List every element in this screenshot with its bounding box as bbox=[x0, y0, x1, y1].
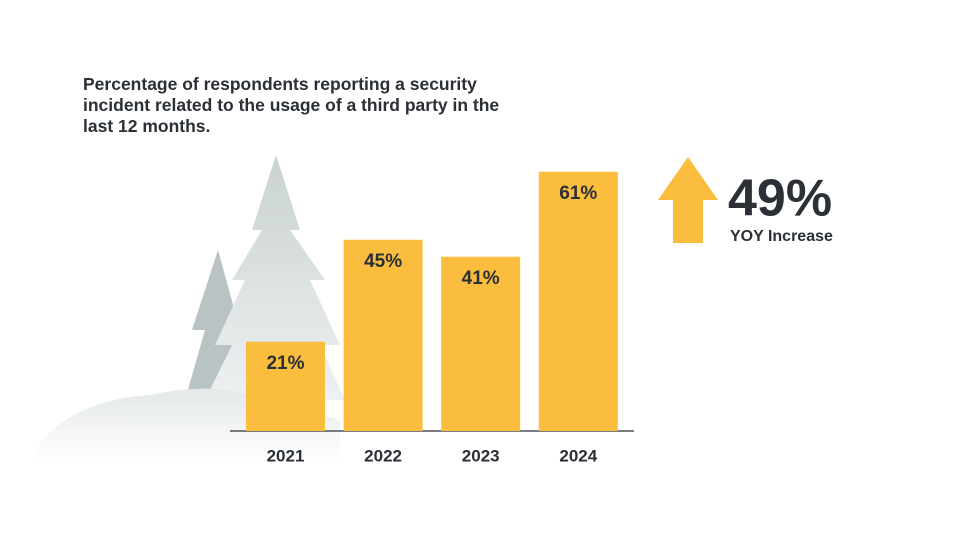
chart-title: Percentage of respondents reporting a se… bbox=[83, 74, 500, 136]
bar bbox=[246, 341, 325, 431]
annotation-text: YOY Increase bbox=[730, 228, 833, 245]
bar bbox=[538, 171, 618, 431]
x-tick-label: 2023 bbox=[462, 446, 500, 465]
x-tick-label: 2022 bbox=[364, 446, 402, 465]
value-label: 61% bbox=[559, 183, 597, 204]
value-label: 21% bbox=[266, 353, 304, 374]
x-tick-label: 2024 bbox=[559, 446, 597, 465]
value-label: 41% bbox=[462, 268, 500, 289]
arrow-icon bbox=[658, 157, 718, 243]
yoy-callout: 49% YOY Increase bbox=[658, 157, 833, 245]
x-tick-label: 2021 bbox=[267, 446, 305, 465]
decoration bbox=[35, 155, 345, 460]
annotation-value: 49% bbox=[728, 170, 832, 228]
bar bbox=[343, 239, 423, 431]
bar bbox=[441, 256, 521, 431]
value-label: 45% bbox=[364, 251, 402, 272]
